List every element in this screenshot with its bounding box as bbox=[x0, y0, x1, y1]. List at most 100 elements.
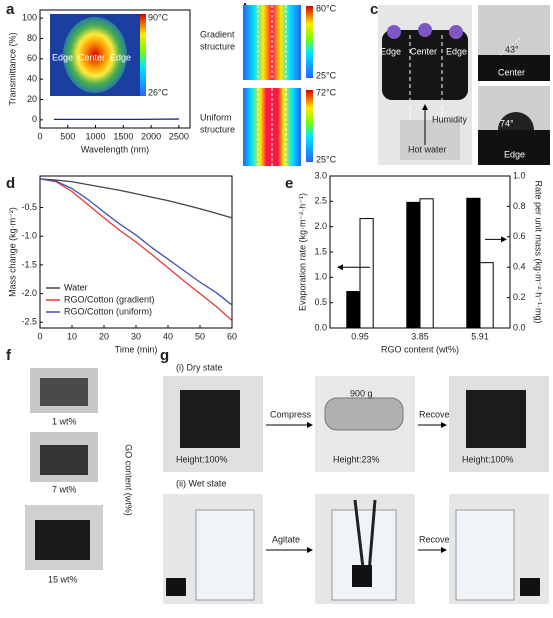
y2-axis-label: Rate per unit mass (kg·m⁻²·h⁻¹·mg) bbox=[534, 180, 544, 323]
inset-label: Edge bbox=[52, 52, 73, 62]
beaker bbox=[455, 509, 515, 601]
label: Center bbox=[498, 67, 525, 77]
inset-label: Edge bbox=[110, 52, 131, 62]
x-tick-label: 3.85 bbox=[411, 331, 429, 341]
legend-label: RGO/Cotton (uniform) bbox=[64, 306, 152, 316]
y-tick-label: -2.5 bbox=[21, 317, 37, 327]
scale-label: 72°C bbox=[316, 87, 337, 97]
y-tick-label: 0 bbox=[32, 114, 37, 124]
y-tick-label: 3.0 bbox=[314, 170, 327, 180]
plot-frame bbox=[39, 175, 233, 329]
label: Height:100% bbox=[176, 454, 228, 464]
label: Humidity bbox=[432, 114, 468, 124]
y-axis-label: Evaporation rate (kg·m⁻²·h⁻¹) bbox=[297, 193, 307, 311]
y-tick-label: -2.0 bbox=[21, 288, 37, 298]
sample bbox=[35, 520, 90, 560]
angle-label: 43° bbox=[505, 44, 519, 54]
y2-tick-label: 0.8 bbox=[513, 201, 526, 211]
y-axis-label: Transmittance (%) bbox=[7, 32, 17, 105]
series-line bbox=[39, 178, 233, 322]
dashed-lines bbox=[257, 5, 287, 166]
label: Height:23% bbox=[333, 454, 380, 464]
x-tick-label: 40 bbox=[163, 331, 173, 341]
sample bbox=[180, 390, 240, 448]
sample bbox=[352, 565, 372, 587]
sample bbox=[520, 578, 540, 596]
x-axis-label: RGO content (wt%) bbox=[381, 344, 459, 354]
y-tick-label: 2.0 bbox=[314, 221, 327, 231]
x-axis-label: Wavelength (nm) bbox=[81, 144, 149, 154]
bar bbox=[406, 201, 421, 329]
label: Agitate bbox=[272, 534, 300, 544]
x-tick-label: 1000 bbox=[86, 131, 106, 141]
panel-label: g bbox=[160, 347, 169, 364]
x-tick-label: 2000 bbox=[141, 131, 161, 141]
droplet bbox=[418, 23, 432, 37]
substrate bbox=[478, 130, 550, 165]
label: Recover bbox=[419, 534, 453, 544]
y-tick-label: 100 bbox=[22, 13, 37, 23]
x-tick-label: 60 bbox=[227, 331, 237, 341]
plot-frame bbox=[39, 9, 191, 129]
water-cup bbox=[400, 120, 460, 160]
panel-label: d bbox=[6, 175, 15, 192]
x-tick-label: 500 bbox=[60, 131, 75, 141]
y-tick-label: 0.0 bbox=[314, 322, 327, 332]
region-label: Edge bbox=[380, 46, 401, 56]
x-tick-label: 0 bbox=[37, 131, 42, 141]
y-tick-label: 80 bbox=[27, 33, 37, 43]
x-tick-label: 30 bbox=[131, 331, 141, 341]
sample bbox=[166, 578, 186, 596]
bar bbox=[419, 198, 434, 329]
angle-line bbox=[499, 37, 521, 56]
sample bbox=[40, 445, 88, 475]
y-tick-label: -1.5 bbox=[21, 259, 37, 269]
bar bbox=[466, 197, 481, 329]
y2-tick-label: 0.2 bbox=[513, 292, 526, 302]
angle-label: 74° bbox=[500, 118, 514, 128]
inset-label: 90°C bbox=[148, 12, 169, 22]
y2-tick-label: 0.0 bbox=[513, 322, 526, 332]
label: Compress bbox=[270, 409, 312, 419]
label: 7 wt% bbox=[52, 484, 77, 494]
inset-label: 26°C bbox=[148, 87, 169, 97]
scale-label: 25°C bbox=[316, 154, 337, 164]
label: 900 g bbox=[350, 388, 373, 398]
y2-tick-label: 0.4 bbox=[513, 262, 526, 272]
y-tick-label: -0.5 bbox=[21, 202, 37, 212]
label: Hot water bbox=[408, 144, 447, 154]
substrate bbox=[478, 55, 550, 81]
bar bbox=[359, 218, 374, 329]
droplet bbox=[498, 112, 534, 130]
bar bbox=[479, 262, 494, 329]
label: (i) Dry state bbox=[176, 362, 223, 372]
droplet bbox=[387, 25, 401, 39]
sample bbox=[382, 30, 468, 100]
x-axis-label: Time (min) bbox=[115, 344, 158, 354]
y-tick-label: 1.0 bbox=[314, 272, 327, 282]
legend-label: Water bbox=[64, 282, 88, 292]
colorbar bbox=[306, 6, 313, 78]
x-tick-label: 0 bbox=[37, 331, 42, 341]
panel-label: a bbox=[6, 1, 15, 18]
y2-tick-label: 0.6 bbox=[513, 231, 526, 241]
series-line bbox=[39, 178, 233, 219]
y-tick-label: -1.0 bbox=[21, 231, 37, 241]
y-tick-label: 20 bbox=[27, 94, 37, 104]
panel-label: e bbox=[285, 175, 293, 192]
series-line bbox=[39, 178, 233, 306]
y-axis-label: Mass change (kg·m⁻²) bbox=[7, 207, 17, 297]
y-tick-label: 0.5 bbox=[314, 297, 327, 307]
inset-hotspot bbox=[63, 17, 127, 93]
x-tick-label: 0.95 bbox=[351, 331, 369, 341]
structure-label: structure bbox=[200, 124, 235, 134]
label: 1 wt% bbox=[52, 416, 77, 426]
colorbar bbox=[140, 14, 146, 96]
structure-label: Gradient bbox=[200, 29, 235, 39]
label: Height:100% bbox=[462, 454, 514, 464]
x-tick-label: 5.91 bbox=[471, 331, 489, 341]
scale-label: 80°C bbox=[316, 3, 337, 13]
dashed-lines bbox=[409, 35, 443, 125]
label: Recover bbox=[419, 409, 453, 419]
